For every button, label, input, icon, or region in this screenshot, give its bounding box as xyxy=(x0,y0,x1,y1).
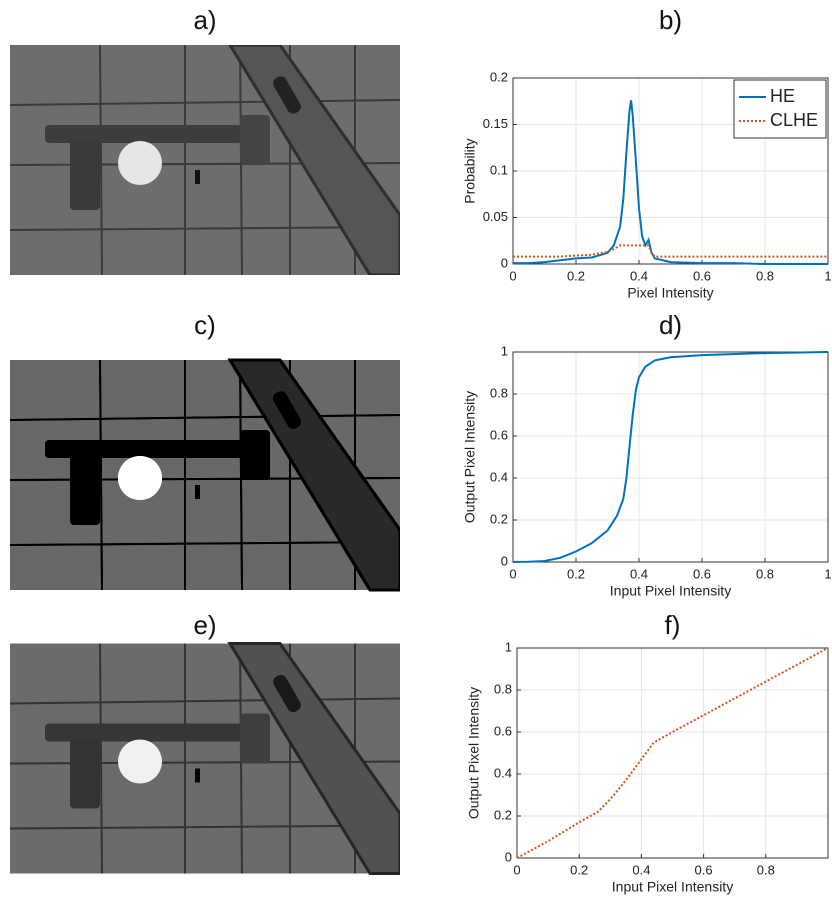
image-panel-c: c) xyxy=(10,310,400,592)
y-tick-label: 0.4 xyxy=(490,469,508,484)
y-tick-label: 1 xyxy=(501,343,508,358)
x-tick-label: 0.6 xyxy=(693,268,711,283)
legend-box xyxy=(733,79,827,139)
x-tick-label: 1 xyxy=(824,566,831,581)
plot-frame xyxy=(512,77,829,265)
chart: d) 0 0.2 0.4 0.6 0.8 1 0 0.2 0.4 0.6 0.8 1 Input Pixe… xyxy=(462,310,832,599)
x-tick-label: 0.4 xyxy=(630,566,648,581)
x-tick-label: 0.6 xyxy=(695,862,713,877)
y-tick-label: 0.8 xyxy=(490,385,508,400)
x-tick-label: 1 xyxy=(824,268,831,283)
x-tick-label: 0 xyxy=(513,862,520,877)
x-tick-label: 0.8 xyxy=(756,268,774,283)
data-line xyxy=(512,351,829,563)
x-tick-label: 0.4 xyxy=(632,862,650,877)
plot-frame xyxy=(512,351,829,563)
panel-label: e) xyxy=(193,610,216,640)
y-tick-label: 0.1 xyxy=(490,162,508,177)
legend-label: CLHE xyxy=(770,110,818,130)
panel-label: c) xyxy=(194,310,216,340)
y-tick-label: 0.2 xyxy=(490,69,508,84)
x-tick-label: 0.8 xyxy=(757,862,775,877)
x-tick-label: 0.6 xyxy=(693,566,711,581)
image-panel-e: e) xyxy=(10,610,400,875)
data-line xyxy=(513,244,828,258)
chart-title: f) xyxy=(665,610,681,640)
x-tick-label: 0.2 xyxy=(567,268,585,283)
y-tick-label: 0 xyxy=(505,849,512,864)
y-tick-label: 0.2 xyxy=(494,807,512,822)
y-tick-label: 0 xyxy=(501,255,508,270)
chart-title: d) xyxy=(659,310,682,340)
x-tick-label: 0.2 xyxy=(570,862,588,877)
y-axis-label: Output Pixel Intensity xyxy=(462,391,478,523)
y-tick-label: 0.15 xyxy=(483,116,508,131)
legend-label: HE xyxy=(770,86,795,106)
y-tick-label: 0.6 xyxy=(494,723,512,738)
y-tick-label: 0.4 xyxy=(494,765,512,780)
y-tick-label: 0.05 xyxy=(483,209,508,224)
y-tick-label: 1 xyxy=(505,639,512,654)
panel-label: a) xyxy=(193,5,216,35)
chart: f) 0 0.2 0.4 0.6 0.8 0 0.2 0.4 0.6 0.8 1 Input Pixel… xyxy=(466,610,829,895)
y-axis-label: Output Pixel Intensity xyxy=(466,687,482,819)
photo xyxy=(10,45,400,275)
y-tick-label: 0 xyxy=(501,553,508,568)
chart: b) 0 0.2 0.4 0.6 0.8 1 0 0.05 0.1 0.15 0.2 Pixel Int… xyxy=(462,5,832,301)
data-line xyxy=(516,647,829,859)
y-axis-label: Probability xyxy=(462,138,478,203)
x-tick-label: 0.4 xyxy=(630,268,648,283)
x-axis-label: Input Pixel Intensity xyxy=(612,879,733,895)
y-tick-label: 0.6 xyxy=(490,427,508,442)
photo xyxy=(10,358,400,592)
x-tick-label: 0.8 xyxy=(756,566,774,581)
image-panel-a: a) xyxy=(10,5,400,275)
x-tick-label: 0 xyxy=(509,566,516,581)
x-tick-label: 0 xyxy=(509,268,516,283)
y-tick-label: 0.2 xyxy=(490,511,508,526)
plot-frame xyxy=(516,647,829,859)
x-tick-label: 0.2 xyxy=(567,566,585,581)
x-axis-label: Input Pixel Intensity xyxy=(610,583,731,599)
chart-title: b) xyxy=(659,5,682,35)
x-axis-label: Pixel Intensity xyxy=(627,285,713,301)
data-line xyxy=(513,100,828,265)
legend: HE CLHE xyxy=(733,79,827,139)
y-tick-label: 0.8 xyxy=(494,681,512,696)
photo xyxy=(10,642,400,875)
